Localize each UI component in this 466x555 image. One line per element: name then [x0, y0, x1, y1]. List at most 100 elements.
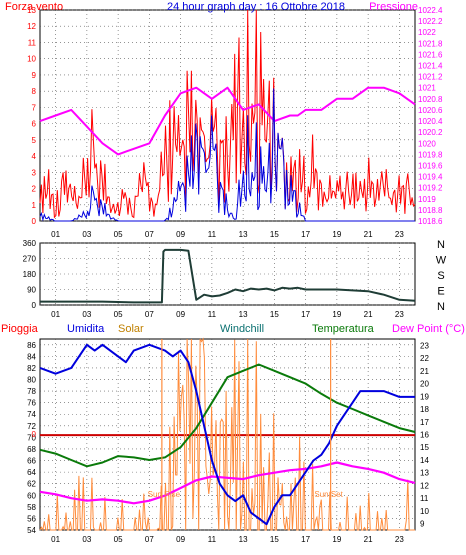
humidity-header: Umidita — [67, 323, 105, 335]
hour-tick-label: 17 — [301, 230, 310, 239]
temperature-tick-label: 23 — [420, 341, 429, 350]
pressure-tick-label: 1021 — [418, 84, 436, 93]
temperature-tick-label: 17 — [420, 418, 429, 427]
humidity-tick-label: 84 — [27, 352, 36, 361]
pressure-tick-label: 1018.6 — [418, 217, 443, 226]
wind-speed-tick-label: 7 — [32, 103, 37, 112]
pressure-tick-label: 1019.6 — [418, 161, 443, 170]
wind-pressure-hour-ticks: 01 03 05 07 09 11 13 15 17 19 21 23 — [51, 230, 404, 239]
hour-tick-label: 13 — [239, 310, 248, 319]
wind-direction-ticks: 0 90 180 270 360 — [23, 239, 37, 310]
hour-tick-label: 07 — [145, 310, 154, 319]
hour-tick-label: 05 — [114, 310, 123, 319]
hour-tick-label: 03 — [82, 230, 91, 239]
pressure-tick-label: 1020.2 — [418, 128, 443, 137]
compass-label: W — [436, 255, 447, 267]
temperature-tick-label: 10 — [420, 507, 429, 516]
humidity-temperature-panel: Pioggia Umidita Solar Windchill Temperat… — [1, 323, 465, 544]
wind-speed-tick-label: 10 — [27, 55, 36, 64]
hour-tick-label: 15 — [270, 535, 279, 544]
wind-pressure-frame — [39, 9, 416, 222]
temperature-tick-label: 20 — [420, 380, 429, 389]
temperature-tick-label: 12 — [420, 481, 429, 490]
rain-header: Pioggia — [1, 323, 39, 335]
humidity-tick-label: 70 — [27, 433, 36, 442]
pressure-tick-label: 1020.6 — [418, 106, 443, 115]
pressure-tick-label: 1021.2 — [418, 73, 443, 82]
hour-tick-label: 21 — [364, 310, 373, 319]
sunset-label: Sun Set — [314, 490, 343, 499]
wind-speed-tick-label: 5 — [32, 136, 37, 145]
humidity-tick-label: 74 — [27, 410, 36, 419]
hour-tick-label: 05 — [114, 535, 123, 544]
dewpoint-header: Dew Point (°C) — [392, 323, 465, 335]
pressure-tick-label: 1019 — [418, 195, 436, 204]
temperature-tick-label: 11 — [420, 494, 429, 503]
wind-pressure-series — [39, 9, 416, 222]
hour-tick-label: 15 — [270, 310, 279, 319]
temperature-tick-label: 16 — [420, 431, 429, 440]
hour-tick-label: 19 — [332, 310, 341, 319]
pressure-tick-label: 1021.8 — [418, 39, 443, 48]
hour-tick-label: 13 — [239, 230, 248, 239]
humidity-tick-label: 64 — [27, 468, 36, 477]
humidity-tick-label: 68 — [27, 445, 36, 454]
compass-label: N — [437, 301, 445, 313]
humidity-tick-label: 56 — [27, 514, 36, 523]
hour-tick-label: 17 — [301, 535, 310, 544]
humidity-ticks: 54 56 58 60 62 64 66 68 70 72 74 76 78 80 82 84 86 — [27, 341, 36, 535]
humidity-tick-label: 58 — [27, 503, 36, 512]
hour-tick-label: 01 — [51, 310, 60, 319]
pressure-tick-label: 1020.8 — [418, 95, 443, 104]
hour-tick-label: 17 — [301, 310, 310, 319]
compass-label: S — [437, 270, 444, 282]
humidity-tick-label: 80 — [27, 376, 36, 385]
wind-speed-tick-label: 1 — [32, 201, 37, 210]
hour-tick-label: 11 — [208, 535, 217, 544]
hour-tick-label: 05 — [114, 230, 123, 239]
wind-speed-tick-label: 2 — [32, 185, 37, 194]
direction-tick-label: 90 — [27, 286, 36, 295]
hour-tick-label: 09 — [176, 230, 185, 239]
solar-line — [39, 337, 415, 532]
hour-tick-label: 03 — [82, 535, 91, 544]
hour-tick-label: 19 — [332, 535, 341, 544]
humidity-tick-label: 78 — [27, 387, 36, 396]
temperature-tick-label: 21 — [420, 367, 429, 376]
pressure-tick-label: 1020 — [418, 139, 436, 148]
pressure-ticks: 1018.6 1018.8 1019 1019.2 1019.4 1019.6 1019.8… — [418, 6, 443, 226]
hour-tick-label: 21 — [364, 535, 373, 544]
hour-tick-label: 07 — [145, 535, 154, 544]
humidity-tick-label: 62 — [27, 480, 36, 489]
pressure-axis-title: Pressione — [369, 1, 418, 13]
pressure-tick-label: 1019.8 — [418, 150, 443, 159]
sunrise-label: Sun Rise — [148, 490, 181, 499]
hour-tick-label: 19 — [332, 230, 341, 239]
wind-pressure-panel: Forza vento 24 hour graph day : 16 Ottob… — [5, 1, 443, 239]
wind-speed-line — [39, 9, 416, 219]
wind-speed-tick-label: 8 — [32, 87, 37, 96]
temperature-header: Temperatura — [312, 323, 375, 335]
pressure-line — [39, 86, 416, 156]
humidity-tick-label: 66 — [27, 457, 36, 466]
solar-header: Solar — [118, 323, 144, 335]
temperature-tick-label: 19 — [420, 392, 429, 401]
hour-tick-label: 15 — [270, 230, 279, 239]
humidity-tick-label: 72 — [27, 422, 36, 431]
wind-direction-series — [40, 248, 416, 304]
pressure-tick-label: 1019.4 — [418, 173, 443, 182]
pressure-tick-label: 1022.2 — [418, 17, 443, 26]
temperature-tick-label: 18 — [420, 405, 429, 414]
hour-tick-label: 23 — [395, 230, 404, 239]
hour-tick-label: 09 — [176, 535, 185, 544]
windchill-header: Windchill — [220, 323, 264, 335]
temperature-tick-label: 14 — [420, 456, 429, 465]
humidity-temperature-series — [39, 337, 416, 532]
dewpoint-line — [39, 461, 416, 505]
temperature-tick-label: 22 — [420, 354, 429, 363]
wind-speed-tick-label: 11 — [28, 38, 37, 47]
direction-tick-label: 180 — [23, 270, 37, 279]
gust-line — [39, 88, 415, 222]
